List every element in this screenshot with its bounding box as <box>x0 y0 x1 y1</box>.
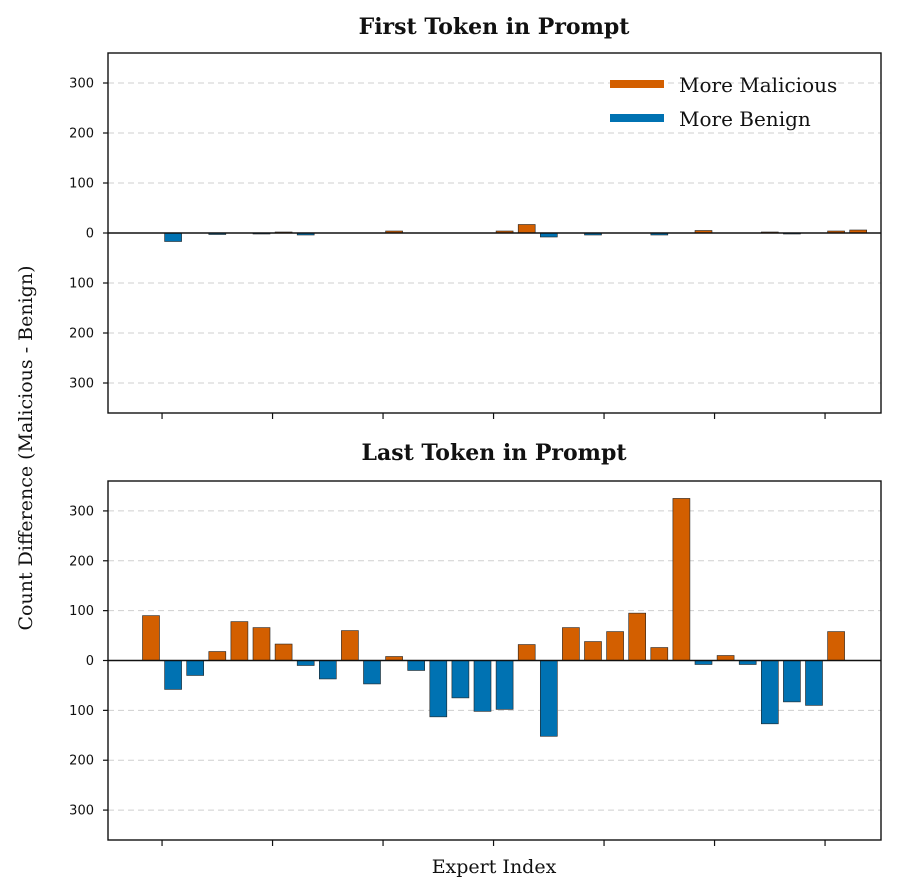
bar-expert-12 <box>407 660 426 671</box>
y-ticks-last-token: 300 200 100 0 100 200 300 <box>69 504 108 819</box>
legend-label-benign: More Benign <box>679 107 811 131</box>
bar-expert-16 <box>495 660 514 710</box>
y-tick-label: 200 <box>69 127 94 142</box>
bar-expert-18 <box>539 660 558 737</box>
bar-expert-1 <box>164 232 182 242</box>
chart-title-first-token: First Token in Prompt <box>359 14 631 40</box>
bar-expert-19 <box>562 627 580 661</box>
bar-expert-24 <box>672 498 691 661</box>
bar-expert-22 <box>628 612 647 661</box>
bar-expert-30 <box>805 660 823 706</box>
bar-expert-2 <box>186 660 204 676</box>
bar-expert-1 <box>164 660 182 690</box>
bar-expert-17 <box>517 644 536 661</box>
y-tick-label: 100 <box>69 704 94 719</box>
grid-first-token <box>108 82 881 384</box>
bar-expert-6 <box>274 643 293 661</box>
y-tick-label: 0 <box>86 227 94 242</box>
y-tick-label: 300 <box>69 804 94 819</box>
x-ticks-first-token <box>161 413 826 419</box>
bars-last-token <box>142 498 845 737</box>
bar-expert-14 <box>451 660 470 699</box>
legend: More Malicious More Benign <box>610 73 837 131</box>
legend-label-malicious: More Malicious <box>679 73 837 97</box>
bar-expert-20 <box>584 641 602 661</box>
y-tick-label: 300 <box>69 77 94 92</box>
bar-expert-10 <box>363 660 381 685</box>
bar-expert-31 <box>827 631 845 661</box>
x-axis-label: Expert Index <box>432 856 557 878</box>
legend-swatch-benign <box>610 114 664 122</box>
bar-expert-13 <box>429 660 448 718</box>
bar-expert-21 <box>606 631 624 661</box>
x-ticks-last-token <box>161 840 826 846</box>
y-tick-label: 100 <box>69 604 94 619</box>
y-tick-label: 0 <box>86 654 94 669</box>
y-tick-label: 200 <box>69 754 94 769</box>
legend-swatch-malicious <box>610 80 664 88</box>
y-tick-label: 300 <box>69 504 94 519</box>
panel-first-token: First Token in Prompt 300200100010020030… <box>69 14 882 419</box>
grid-last-token <box>108 510 881 811</box>
panel-last-token: Last Token in Prompt 300 200 100 0 100 200 300 <box>69 440 882 846</box>
bar-expert-3 <box>208 651 227 661</box>
y-tick-label: 200 <box>69 327 94 342</box>
bar-expert-5 <box>252 627 271 661</box>
chart-title-last-token: Last Token in Prompt <box>362 440 628 466</box>
bar-expert-17 <box>517 224 536 234</box>
y-tick-label: 200 <box>69 554 94 569</box>
y-ticks-first-token: 300 200 100 0 100 200 300 <box>69 77 108 392</box>
bar-expert-15 <box>473 660 492 712</box>
y-axis-label: Count Difference (Malicious - Benign) <box>15 266 37 631</box>
bar-expert-29 <box>783 660 801 703</box>
bar-expert-0 <box>142 615 160 661</box>
bar-expert-23 <box>650 647 669 661</box>
bar-expert-28 <box>760 660 779 725</box>
bar-expert-4 <box>230 621 249 661</box>
y-tick-label: 100 <box>69 177 94 192</box>
bar-expert-9 <box>341 630 359 661</box>
y-tick-label: 300 <box>69 377 94 392</box>
bar-expert-8 <box>318 660 337 680</box>
y-tick-label: 100 <box>69 277 94 292</box>
